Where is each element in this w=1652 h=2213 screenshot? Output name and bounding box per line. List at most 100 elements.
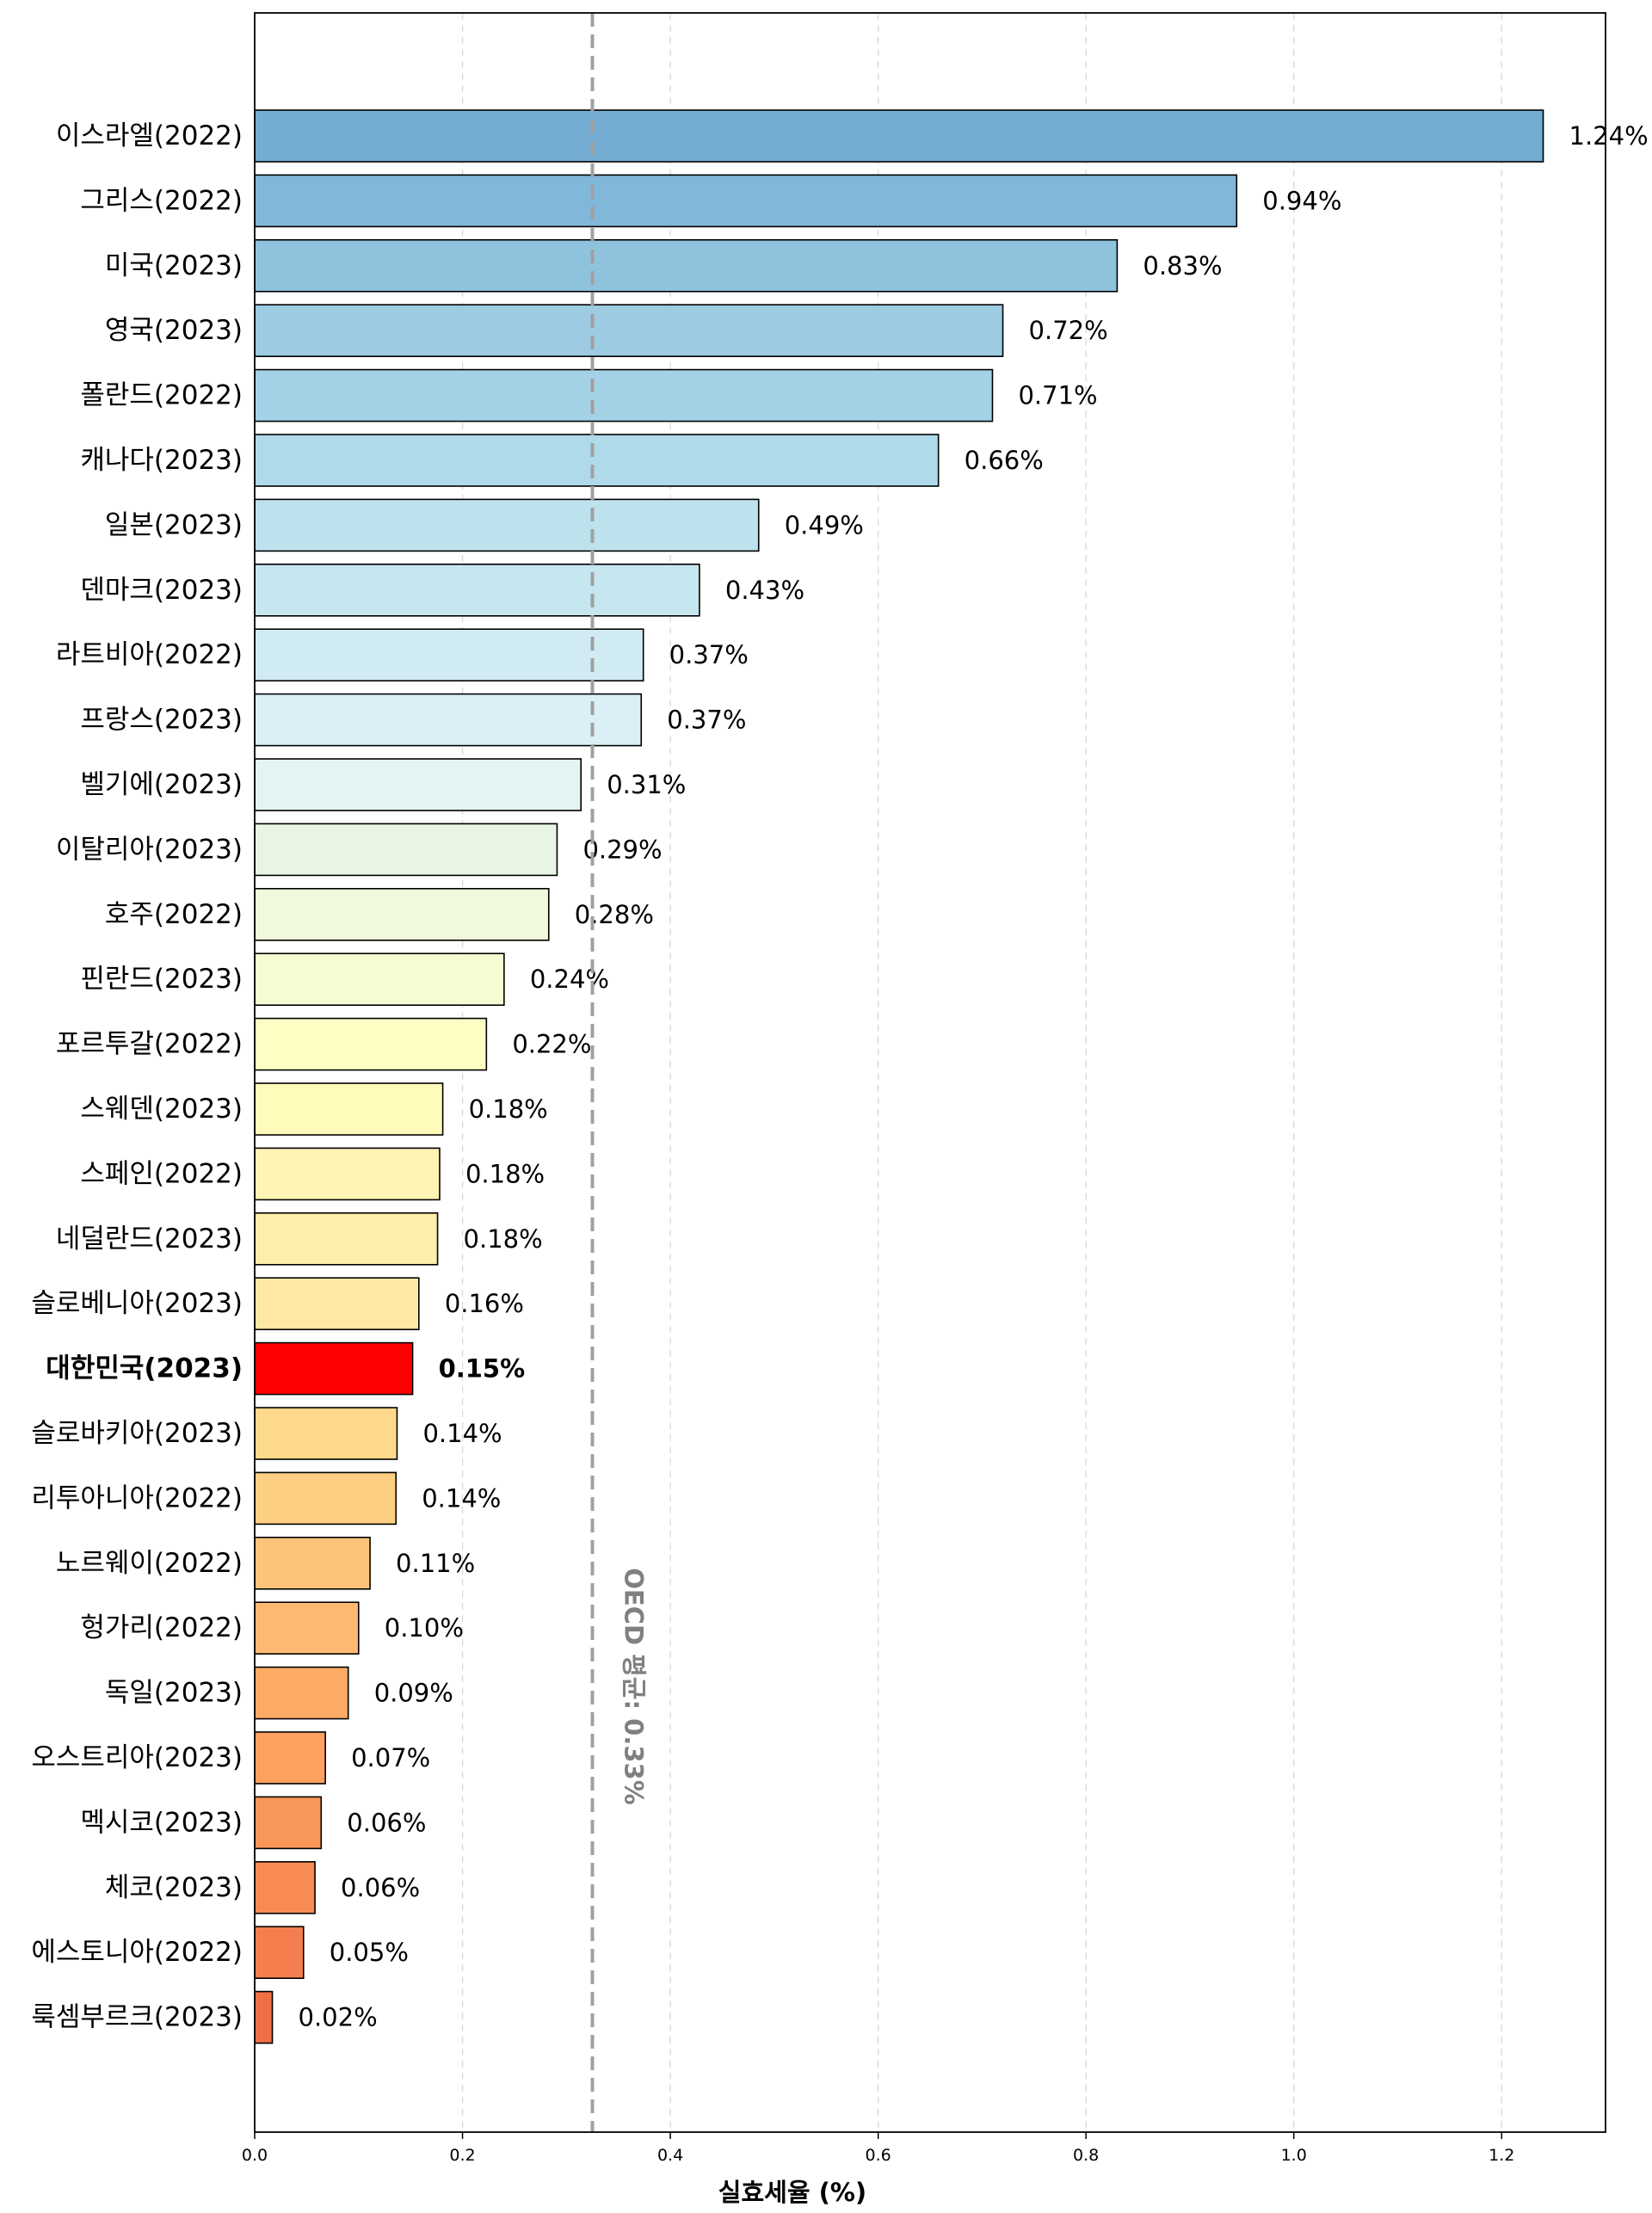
value-label: 0.49% bbox=[785, 510, 864, 539]
category-label: 슬로베니아(2023) bbox=[31, 1288, 243, 1319]
bar[interactable] bbox=[254, 498, 760, 552]
bar[interactable] bbox=[254, 952, 505, 1006]
bar[interactable] bbox=[254, 368, 994, 422]
value-label: 0.02% bbox=[299, 2003, 378, 2032]
value-label: 0.05% bbox=[330, 1938, 409, 1967]
bar[interactable] bbox=[254, 304, 1004, 358]
bar[interactable] bbox=[254, 1277, 420, 1330]
category-label: 네덜란드(2023) bbox=[56, 1224, 243, 1254]
category-label: 그리스(2022) bbox=[80, 185, 243, 216]
x-tick-label: 0.2 bbox=[449, 2146, 475, 2165]
category-label: 오스트리아(2023) bbox=[31, 1742, 243, 1773]
category-label: 독일(2023) bbox=[105, 1678, 243, 1709]
value-label: 0.71% bbox=[1018, 381, 1097, 410]
category-label: 벨기에(2023) bbox=[80, 769, 243, 800]
category-label: 프랑스(2023) bbox=[80, 705, 243, 736]
value-label: 0.11% bbox=[396, 1549, 475, 1578]
category-label: 스웨덴(2023) bbox=[80, 1094, 243, 1125]
category-label: 포르투갈(2022) bbox=[56, 1029, 243, 1060]
bar[interactable] bbox=[254, 238, 1119, 293]
bar[interactable] bbox=[254, 1147, 441, 1201]
value-label: 0.37% bbox=[667, 706, 746, 735]
bar[interactable] bbox=[254, 109, 1544, 163]
bar[interactable] bbox=[254, 174, 1238, 228]
plot-frame bbox=[254, 12, 1606, 2133]
bar[interactable] bbox=[254, 1731, 326, 1785]
x-tick-label: 1.2 bbox=[1489, 2146, 1514, 2165]
value-label: 0.72% bbox=[1029, 316, 1108, 345]
category-label: 에스토니아(2022) bbox=[31, 1937, 243, 1968]
value-label: 0.28% bbox=[575, 900, 654, 929]
category-label: 이스라엘(2022) bbox=[56, 120, 243, 151]
category-label: 덴마크(2023) bbox=[80, 575, 243, 606]
value-label: 0.24% bbox=[530, 965, 609, 994]
value-label: 0.06% bbox=[347, 1808, 426, 1837]
bar[interactable] bbox=[254, 628, 644, 682]
bar[interactable] bbox=[254, 693, 643, 747]
category-label: 호주(2022) bbox=[105, 899, 243, 930]
value-label: 0.09% bbox=[374, 1679, 453, 1708]
x-axis-title: 실효세율 (%) bbox=[718, 2178, 866, 2207]
category-label: 캐나다(2023) bbox=[80, 445, 243, 476]
x-tick-label: 0.6 bbox=[866, 2146, 891, 2165]
value-label: 1.24% bbox=[1569, 121, 1649, 151]
value-label: 0.15% bbox=[439, 1354, 526, 1384]
category-label: 스페인(2022) bbox=[80, 1158, 243, 1189]
value-label: 0.43% bbox=[725, 576, 804, 605]
category-label: 체코(2023) bbox=[105, 1872, 243, 1903]
value-label: 0.83% bbox=[1143, 251, 1222, 280]
bar[interactable] bbox=[254, 1017, 488, 1071]
bar[interactable] bbox=[254, 563, 700, 617]
category-label: 멕시코(2023) bbox=[80, 1807, 243, 1838]
category-label: 일본(2023) bbox=[105, 509, 243, 540]
oecd-average-label: OECD 평균: 0.33% bbox=[620, 1568, 649, 1805]
bar[interactable] bbox=[254, 1666, 349, 1720]
category-label: 노르웨이(2022) bbox=[56, 1548, 243, 1579]
bar[interactable] bbox=[254, 888, 550, 941]
bar[interactable] bbox=[254, 1212, 439, 1266]
value-label: 0.07% bbox=[351, 1743, 430, 1772]
value-label: 0.18% bbox=[469, 1094, 548, 1124]
x-tick-label: 0.0 bbox=[242, 2146, 268, 2165]
value-label: 0.37% bbox=[669, 640, 749, 669]
bar[interactable] bbox=[254, 1926, 305, 1979]
category-label: 핀란드(2023) bbox=[80, 964, 243, 995]
category-label: 미국(2023) bbox=[105, 250, 243, 281]
category-label: 라트비아(2022) bbox=[56, 639, 243, 670]
value-label: 0.18% bbox=[464, 1224, 543, 1254]
x-tick-label: 0.4 bbox=[657, 2146, 683, 2165]
x-tick-label: 1.0 bbox=[1281, 2146, 1307, 2165]
bar[interactable] bbox=[254, 758, 583, 811]
category-label: 이탈리아(2023) bbox=[56, 834, 243, 865]
bar[interactable] bbox=[254, 1471, 398, 1526]
x-tick-label: 0.8 bbox=[1073, 2146, 1099, 2165]
bar[interactable] bbox=[254, 1537, 371, 1590]
value-label: 0.10% bbox=[385, 1613, 464, 1643]
bar[interactable] bbox=[254, 1990, 274, 2044]
bar[interactable] bbox=[254, 1341, 414, 1396]
bar[interactable] bbox=[254, 1082, 444, 1136]
category-label: 영국(2023) bbox=[105, 315, 243, 346]
value-label: 0.16% bbox=[445, 1289, 524, 1318]
bar[interactable] bbox=[254, 1861, 316, 1914]
value-label: 0.66% bbox=[965, 446, 1044, 475]
value-label: 0.22% bbox=[512, 1030, 591, 1059]
category-label: 룩셈부르크(2023) bbox=[31, 2002, 243, 2033]
bar[interactable] bbox=[254, 1796, 323, 1850]
value-label: 0.31% bbox=[607, 770, 686, 799]
value-label: 0.94% bbox=[1262, 186, 1341, 215]
category-label: 헝가리(2022) bbox=[80, 1612, 243, 1643]
bar[interactable] bbox=[254, 1407, 398, 1460]
value-label: 0.06% bbox=[341, 1873, 420, 1902]
category-label: 폴란드(2022) bbox=[80, 380, 243, 411]
bar[interactable] bbox=[254, 823, 558, 877]
bar[interactable] bbox=[254, 1601, 360, 1655]
value-label: 0.14% bbox=[422, 1483, 501, 1513]
bar[interactable] bbox=[254, 434, 940, 487]
value-label: 0.18% bbox=[465, 1159, 545, 1188]
value-label: 0.29% bbox=[583, 835, 662, 864]
category-label: 리투아니아(2022) bbox=[31, 1483, 243, 1513]
category-label: 대한민국(2023) bbox=[46, 1353, 243, 1384]
